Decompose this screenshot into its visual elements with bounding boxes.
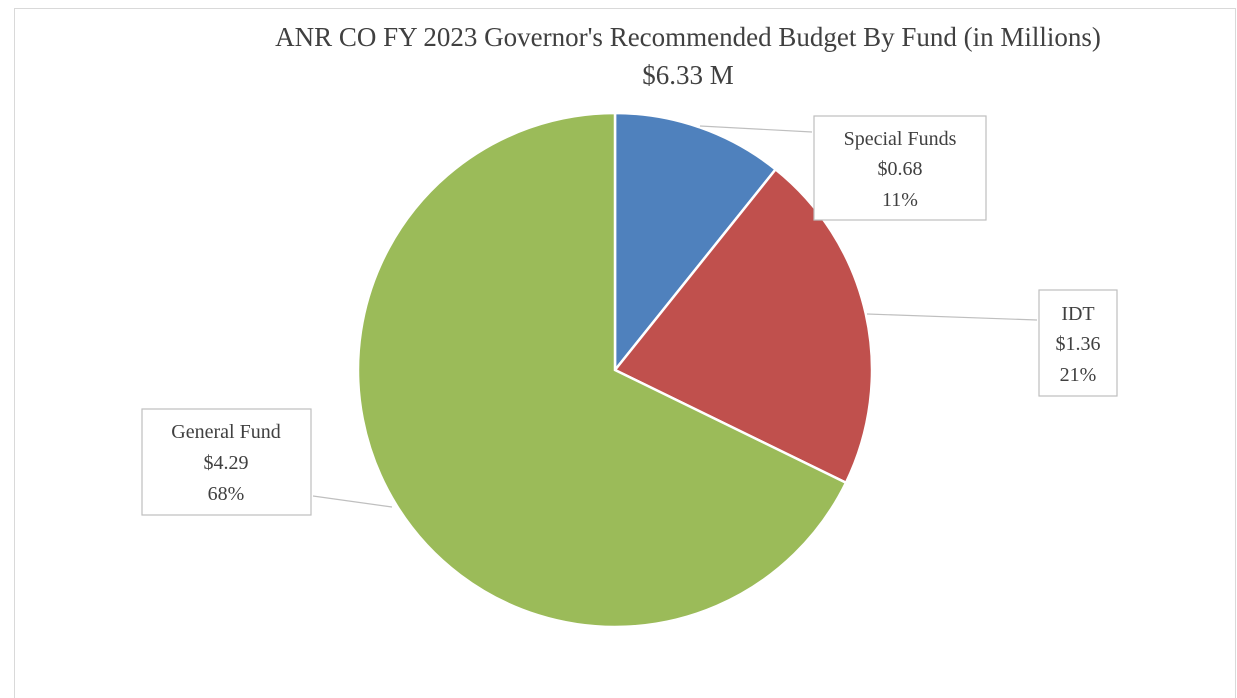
data-label-special-funds: Special Funds $0.68 11% <box>814 116 986 220</box>
chart-subtitle: $6.33 M <box>642 60 734 90</box>
label-percent-general-fund: 68% <box>208 483 245 505</box>
chart-title: ANR CO FY 2023 Governor's Recommended Bu… <box>275 22 1101 52</box>
leader-line-general-fund <box>313 496 392 507</box>
label-name-special-funds: Special Funds <box>844 128 957 150</box>
label-value-idt: $1.36 <box>1056 333 1101 355</box>
label-percent-special-funds: 11% <box>882 189 918 211</box>
leader-line-special-funds <box>700 126 812 132</box>
label-name-general-fund: General Fund <box>171 421 280 443</box>
data-label-idt: IDT $1.36 21% <box>1039 290 1117 396</box>
pie-chart: ANR CO FY 2023 Governor's Recommended Bu… <box>0 0 1237 679</box>
label-value-general-fund: $4.29 <box>204 452 249 474</box>
data-label-general-fund: General Fund $4.29 68% <box>142 409 311 515</box>
label-value-special-funds: $0.68 <box>878 158 923 180</box>
label-percent-idt: 21% <box>1060 364 1097 386</box>
pie-slices <box>358 113 872 627</box>
label-name-idt: IDT <box>1061 303 1094 325</box>
leader-line-idt <box>867 314 1037 320</box>
